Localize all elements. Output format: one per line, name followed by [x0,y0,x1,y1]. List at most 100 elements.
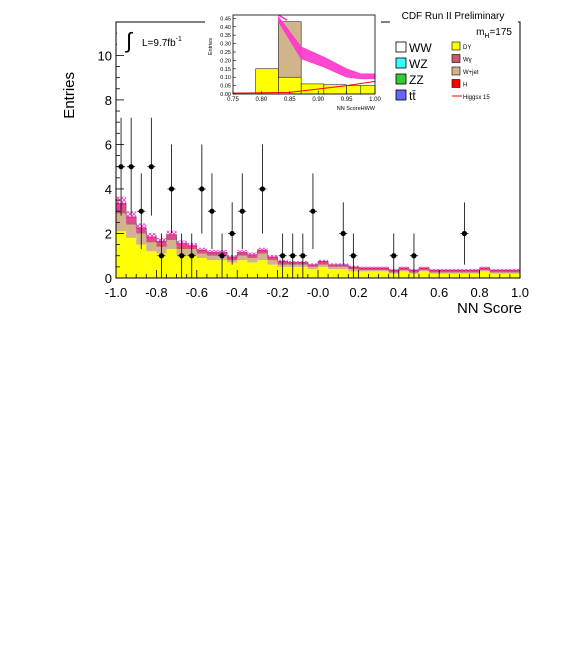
bar-w-26 [378,269,389,271]
bar-wjet-36 [479,270,490,272]
bar-w-22 [338,265,349,267]
bar-dy-21 [328,269,339,278]
bar-wjet-3 [146,242,157,252]
legend-swatch [451,54,461,63]
x-tick-label: -0.2 [266,285,288,300]
y-axis-ticks: 0 2 4 6 8 10 [98,32,124,286]
bar-dy-11 [227,262,238,278]
legend-left-column: WW WZ ZZ tt̄ [395,41,432,103]
band-bin-38 [499,268,510,272]
band-bin-19 [307,263,318,266]
band-bin-9 [206,250,217,255]
data-point-20 [391,253,397,259]
inset-y-tick-label: 0.25 [220,50,231,56]
inset-plot: 0.75 0.80 0.85 0.90 0.95 1.00 0.00 0.05 0.10 0.1… [205,8,381,112]
bar-dy-38 [499,273,510,278]
bar-dy-13 [247,262,258,278]
bar-dy-22 [338,269,349,278]
bar-wjet-32 [439,272,450,274]
bar-wjet-24 [358,270,369,272]
band-bin-13 [247,252,258,257]
legend-label: W+jet [463,70,479,76]
bar-wjet-13 [247,257,258,263]
legend-label: tt̄ [409,89,416,103]
inset-band-edge [278,14,288,21]
x-axis-label: NN Score [457,300,522,317]
bar-dy-31 [429,273,440,278]
x-tick-label: -0.8 [145,285,167,300]
mass-label-sub: H [484,33,489,40]
legend-swatch [451,79,461,88]
band-bin-25 [368,266,379,270]
legend-label: Higgsx 15 [463,95,490,101]
bar-dy-14 [257,260,268,278]
inset-y-tick-label: 0.15 [220,67,231,73]
inset-y-axis-ticks: 0.00 0.05 0.10 0.15 0.20 0.25 0.30 0.35 0.40 0.45 [220,16,236,98]
inset-higgs-path [232,80,376,94]
band-bin-32 [439,268,450,272]
inset-bar-dy-5 [346,85,362,95]
legend-label: DY [463,45,471,51]
inset-y-tick-label: 0.10 [220,75,231,81]
bar-dy-20 [318,266,329,278]
data-point-8 [199,186,205,192]
data-point-22 [461,230,468,237]
bar-dy-33 [449,273,460,278]
inset-x-tick-label: 0.90 [312,97,324,103]
luminosity-label: L=9.7fb-1 [142,36,182,49]
bar-dy-3 [146,251,157,278]
bar-wjet-33 [449,272,460,274]
band-bin-8 [196,247,207,253]
bar-dy-19 [307,269,318,278]
data-point-5 [168,186,175,192]
y-tick-label: 10 [98,48,112,63]
band-bin-3 [146,233,157,241]
x-tick-label: -1.0 [105,285,127,300]
bar-wjet-28 [398,270,409,272]
bar-wjet-39 [509,272,520,274]
legend-swatch [451,66,461,76]
bar-dy-37 [489,273,500,278]
bar-w-36 [479,269,490,271]
x-tick-label: 1.0 [511,285,529,300]
band-bin-39 [509,268,520,272]
experiment-title: CDF Run II Preliminary [402,11,505,22]
legend-swatch [395,73,407,85]
legend-label: WZ [409,57,428,71]
bar-w-38 [499,271,510,273]
inset-x-axis-label: NN ScoreHWW [337,106,376,112]
bar-dy-30 [419,271,430,278]
x-tick-label: -0.6 [186,285,208,300]
band-bin-12 [237,250,248,255]
band-bin-21 [328,263,339,266]
mass-label-value: =175 [489,27,512,38]
x-tick-label: 0.6 [430,285,448,300]
bar-dy-8 [196,257,207,278]
inset-x-tick-label: 0.75 [227,97,239,103]
inset-higgs-line [232,80,376,94]
bar-w-35 [469,271,480,273]
bar-w-20 [318,262,329,265]
bar-wjet-38 [499,272,510,274]
bar-wjet-19 [307,266,318,270]
bar-dy-26 [378,271,389,278]
data-point-19 [350,253,356,259]
inset-y-tick-label: 0.35 [220,33,231,39]
inset-x-tick-label: 1.00 [369,97,381,103]
band-bin-35 [469,268,480,272]
band-bin-34 [459,268,470,272]
data-point-0 [118,164,124,170]
data-point-3 [148,164,154,170]
band-bin-28 [398,266,409,270]
bar-wjet-8 [196,253,207,258]
inset-x-tick-label: 0.95 [341,97,353,103]
bar-w-19 [307,265,318,267]
y-axis-label: Entries [61,72,78,119]
bar-wjet-15 [267,260,278,265]
bar-w-28 [398,269,409,271]
x-tick-label: 0.8 [471,285,489,300]
band-bin-22 [338,263,349,266]
bar-dy-12 [237,260,248,278]
bar-dy-36 [479,271,490,278]
